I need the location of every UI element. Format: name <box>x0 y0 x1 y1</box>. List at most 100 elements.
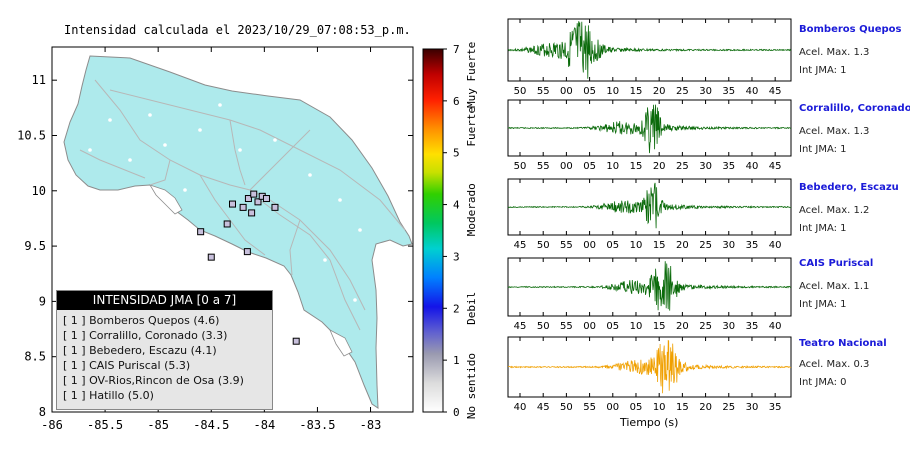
colorbar-category-label: Moderado <box>465 183 478 236</box>
map-x-tick-label: -83.5 <box>299 418 335 432</box>
station-markers <box>197 190 300 345</box>
map-y-tick-label: 10.5 <box>17 128 46 142</box>
waveform-tick-label: 30 <box>722 240 735 251</box>
waveform-tick-label: 40 <box>769 321 782 332</box>
map-x-tick-label: -86 <box>41 418 63 432</box>
waveform-tick-label: 35 <box>722 86 735 97</box>
colorbar-tick-label: 1 <box>453 354 460 367</box>
colorbar-tick-label: 0 <box>453 406 460 419</box>
colorbar-tick-label: 6 <box>453 95 460 108</box>
station-accel: Acel. Max. 1.3 <box>799 126 870 137</box>
map-y-axis: 11 10.5 10 9.5 9 8.5 8 <box>17 73 413 419</box>
station-marker <box>262 195 270 203</box>
waveform-tick-label: 30 <box>699 161 712 172</box>
waveform-tick-label: 05 <box>606 240 619 251</box>
waveform-tick-label: 05 <box>606 321 619 332</box>
waveform-panel: 50 55 00 05 10 15 20 25 30 35 40 45 <box>507 18 792 97</box>
waveform-tick-label: 25 <box>722 402 735 413</box>
map-x-axis: -86 -85.5 -85 -84.5 -84 -83.5 -83 <box>41 47 381 432</box>
waveform-tick-label: 40 <box>746 161 759 172</box>
map-y-tick-label: 10 <box>32 184 46 198</box>
legend-row: [ 1 ] Corralillo, Coronado (3.3) <box>63 329 228 342</box>
station-accel: Acel. Max. 0.3 <box>799 359 870 370</box>
station-accel: Acel. Max. 1.1 <box>799 281 870 292</box>
waveform-tick-label: 55 <box>537 86 550 97</box>
waveform-tick-label: 15 <box>676 402 689 413</box>
waveform-tick-label: 55 <box>583 402 596 413</box>
map-x-tick-label: -85.5 <box>87 418 123 432</box>
waveform-tick-label: 15 <box>653 321 666 332</box>
station-marker <box>244 195 252 203</box>
waveform-tick-label: 50 <box>514 161 527 172</box>
waveform-tick-label: 20 <box>676 321 689 332</box>
station-jma: Int JMA: 1 <box>799 299 847 310</box>
legend-title: INTENSIDAD JMA [0 a 7] <box>57 291 272 310</box>
waveform-tick-label: 10 <box>606 86 619 97</box>
waveform-tick-label: 45 <box>769 161 782 172</box>
legend-row: [ 1 ] OV-Rios,Rincon de Osa (3.9) <box>63 374 244 387</box>
waveform-tick-label: 55 <box>537 161 550 172</box>
waveform-trace <box>507 104 792 154</box>
waveform-tick-label: 10 <box>653 402 666 413</box>
waveform-tick-label: 20 <box>653 161 666 172</box>
station-marker <box>229 200 236 208</box>
map-x-tick-label: -85 <box>147 418 169 432</box>
station-name: Teatro Nacional <box>799 338 887 349</box>
map-y-tick-label: 8.5 <box>24 350 46 364</box>
station-marker <box>223 220 231 228</box>
waveform-tick-label: 00 <box>583 240 596 251</box>
station-marker <box>250 190 258 198</box>
map-y-tick-label: 8 <box>39 405 46 419</box>
waveform-tick-label: 35 <box>746 321 759 332</box>
waveform-tick-label: 50 <box>537 240 550 251</box>
waveform-tick-label: 50 <box>514 86 527 97</box>
time-axis-label: Tiempo (s) <box>620 416 679 429</box>
colorbar-tick-label: 7 <box>453 43 460 56</box>
waveform-trace <box>507 261 792 311</box>
colorbar: 0 1 2 3 4 5 6 7 No sentido Debil Moderado FuerteMu… <box>422 42 478 419</box>
map-x-tick-label: -84 <box>254 418 276 432</box>
waveform-trace <box>507 21 792 79</box>
waveform-tick-label: 45 <box>537 402 550 413</box>
station-marker <box>239 203 247 211</box>
legend-row: [ 1 ] Hatillo (5.0) <box>63 389 154 402</box>
waveform-tick-label: 30 <box>699 86 712 97</box>
colorbar-category-label: Debil <box>465 292 478 325</box>
waveform-panel: 50 55 00 05 10 15 20 25 30 35 40 45 <box>507 99 792 172</box>
colorbar-tick-label: 2 <box>453 302 460 315</box>
waveform-panel: 45 50 55 00 05 10 15 20 25 30 35 40 <box>507 257 792 332</box>
map-title: Intensidad calculada el 2023/10/29_07:08… <box>64 23 411 37</box>
station-name: CAIS Puriscal <box>799 258 874 269</box>
legend-row: [ 1 ] Bomberos Quepos (4.6) <box>63 314 220 327</box>
waveform-tick-label: 25 <box>676 161 689 172</box>
station-marker <box>254 198 262 206</box>
waveform-tick-label: 15 <box>630 161 643 172</box>
waveform-tick-label: 00 <box>606 402 619 413</box>
waveform-tick-label: 40 <box>746 86 759 97</box>
station-accel: Acel. Max. 1.3 <box>799 47 870 58</box>
colorbar-category-label: No sentido <box>465 353 478 419</box>
station-jma: Int JMA: 0 <box>799 377 847 388</box>
station-name: Corralillo, Coronado <box>799 103 910 114</box>
legend-row: [ 1 ] CAIS Puriscal (5.3) <box>63 359 191 372</box>
map-y-tick-label: 9.5 <box>24 239 46 253</box>
intensity-legend: INTENSIDAD JMA [0 a 7] [ 1 ] Bomberos Qu… <box>56 290 273 410</box>
station-marker <box>271 203 279 211</box>
waveform-tick-label: 35 <box>722 161 735 172</box>
colorbar-tick-label: 3 <box>453 250 460 263</box>
waveform-tick-label: 40 <box>514 402 527 413</box>
station-name: Bebedero, Escazu <box>799 182 899 193</box>
waveform-tick-label: 45 <box>769 86 782 97</box>
waveform-tick-label: 50 <box>537 321 550 332</box>
waveform-tick-label: 25 <box>699 321 712 332</box>
waveform-tick-label: 00 <box>583 321 596 332</box>
station-marker <box>197 228 205 236</box>
station-jma: Int JMA: 1 <box>799 223 847 234</box>
waveform-tick-label: 45 <box>514 321 527 332</box>
waveform-tick-label: 25 <box>676 86 689 97</box>
map-x-tick-label: -83 <box>360 418 382 432</box>
waveform-tick-label: 35 <box>769 402 782 413</box>
station-jma: Int JMA: 1 <box>799 65 847 76</box>
waveform-tick-label: 00 <box>560 86 573 97</box>
